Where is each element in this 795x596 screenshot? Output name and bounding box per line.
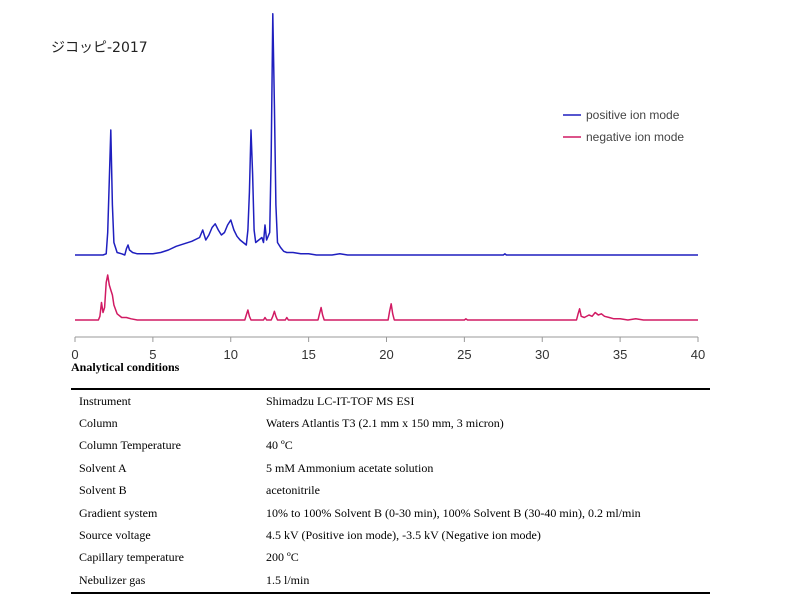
series-layer <box>75 13 698 321</box>
condition-label: Column Temperature <box>79 438 181 453</box>
x-tick-label: 15 <box>301 347 315 362</box>
chart-title: ジコッピ-2017 <box>51 40 148 56</box>
conditions-row: Nebulizer gas 1.5 l/min <box>71 569 710 592</box>
conditions-row: Column Temperature 40 ºC <box>71 435 710 457</box>
conditions-row: Column Waters Atlantis T3 (2.1 mm x 150 m… <box>71 412 710 434</box>
x-tick-label: 40 <box>691 347 705 362</box>
x-tick-label: 10 <box>224 347 238 362</box>
condition-value: Shimadzu LC-IT-TOF MS ESI <box>266 393 415 408</box>
conditions-row: Solvent B acetonitrile <box>71 480 710 502</box>
x-tick-label: 20 <box>379 347 393 362</box>
conditions-heading: Analytical conditions <box>71 360 180 374</box>
x-tick-label: 30 <box>535 347 549 362</box>
x-tick-label: 25 <box>457 347 471 362</box>
conditions-table: Instrument Shimadzu LC-IT-TOF MS ESI Colum… <box>71 388 710 594</box>
condition-label: Capillary temperature <box>79 550 184 565</box>
conditions-table-body: Instrument Shimadzu LC-IT-TOF MS ESI Colum… <box>71 389 710 593</box>
condition-value: 4.5 kV (Positive ion mode), -3.5 kV (Neg… <box>266 528 541 543</box>
conditions-row: Solvent A 5 mM Ammonium acetate solution <box>71 457 710 479</box>
series-line-negative <box>75 274 698 321</box>
condition-value: 10% to 100% Solvent B (0-30 min), 100% S… <box>266 505 641 520</box>
series-line-positive <box>75 13 698 256</box>
condition-value: Waters Atlantis T3 (2.1 mm x 150 mm, 3 m… <box>266 416 504 431</box>
condition-label: Solvent B <box>79 483 127 498</box>
condition-value: 5 mM Ammonium acetate solution <box>266 460 434 475</box>
condition-label: Instrument <box>79 393 131 408</box>
conditions-row: Instrument Shimadzu LC-IT-TOF MS ESI <box>71 389 710 412</box>
x-tick-label: 35 <box>613 347 627 362</box>
condition-label: Solvent A <box>79 460 127 475</box>
legend-label-negative: negative ion mode <box>586 130 684 144</box>
legend-label-positive: positive ion mode <box>586 108 680 122</box>
condition-label: Source voltage <box>79 528 151 543</box>
x-tick-label: 0 <box>71 347 78 362</box>
condition-value: 40 ºC <box>266 438 293 453</box>
condition-label: Gradient system <box>79 505 158 520</box>
condition-value: 1.5 l/min <box>266 572 310 587</box>
legend: positive ion mode negative ion mode <box>563 108 684 144</box>
condition-value: 200 ºC <box>266 550 299 565</box>
conditions-row: Source voltage 4.5 kV (Positive ion mode)… <box>71 524 710 546</box>
x-tick-label: 5 <box>149 347 156 362</box>
chromatogram-chart: ジコッピ-2017 positive ion mode negative ion… <box>51 13 705 362</box>
conditions-row: Capillary temperature 200 ºC <box>71 547 710 569</box>
condition-value: acetonitrile <box>266 483 320 498</box>
condition-label: Column <box>79 416 118 431</box>
x-axis-ticks: 0 5 10 15 20 25 30 35 40 <box>71 337 705 362</box>
condition-label: Nebulizer gas <box>79 572 146 587</box>
conditions-row: Gradient system 10% to 100% Solvent B (0-… <box>71 502 710 524</box>
